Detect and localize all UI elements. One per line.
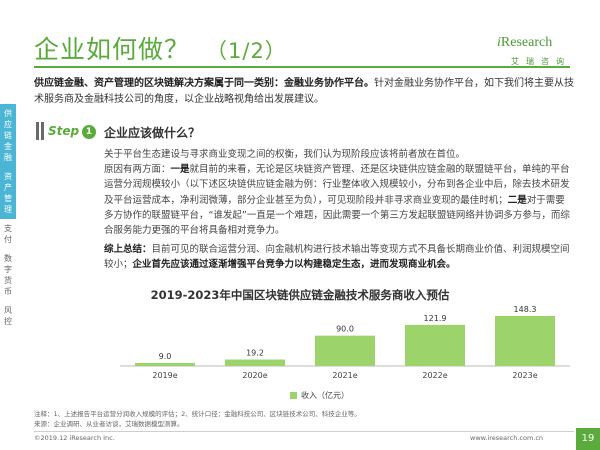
sidebar-tab-asset-management[interactable]: 资产管理 <box>0 167 16 219</box>
step-number: 1 <box>82 125 96 139</box>
sidebar-tab-risk-control[interactable]: 风控 <box>4 306 12 326</box>
sidebar-tab-digital-currency[interactable]: 数字货币 <box>4 254 12 296</box>
footer-divider <box>34 431 574 432</box>
step-heading: 企业应该做什么？ <box>104 126 201 140</box>
page-title: 企业如何做？ （1/2） <box>34 35 287 64</box>
step-label: Step <box>48 124 80 138</box>
page-number: 19 <box>576 428 600 450</box>
logo-subtitle: 艾瑞咨询 <box>511 57 571 66</box>
x-tick-2023e: 2023e <box>512 371 537 380</box>
legend-swatch <box>290 392 297 399</box>
data-label-2021e: 90.0 <box>336 325 354 334</box>
iresearch-logo: iResearch 艾瑞咨询 <box>497 36 577 68</box>
chart-legend: 收入（亿元） <box>290 390 349 401</box>
page-title-number: （1/2） <box>206 39 287 63</box>
x-tick-2019e: 2019e <box>152 371 177 380</box>
logo-wordmark: iResearch <box>497 35 553 50</box>
data-label-2019e: 9.0 <box>159 352 172 361</box>
bar-2019e <box>135 362 195 366</box>
summary-paragraph: 综上总结：目前可见的联合运营分润、向金融机构进行技术输出等变现方式不具备长期商业… <box>104 244 570 271</box>
footnote: 注释：1、上述报告平台运营分润收入规模的评估；2、统计口径：金融科技公司、区块链… <box>34 409 574 429</box>
bar-2020e <box>225 359 285 366</box>
title-divider <box>34 66 570 68</box>
x-tick-2022e: 2022e <box>422 371 447 380</box>
data-label-2020e: 19.2 <box>246 349 264 358</box>
sidebar: 供应链金融 资产管理 支付 数字货币 风控 <box>0 104 16 331</box>
footnote-note: 注释：1、上述报告平台运营分润收入规模的评估；2、统计口径：金融科技公司、区块链… <box>34 410 361 418</box>
lead-bold: 供应链金融、资产管理的区块链解决方案属于同一类别：金融业务协作平台。 <box>34 78 374 89</box>
data-label-2022e: 121.9 <box>424 314 447 323</box>
sidebar-tab-supply-chain-finance[interactable]: 供应链金融 <box>0 104 16 167</box>
bar-2021e <box>315 335 375 366</box>
bar-2023e <box>495 316 555 366</box>
x-tick-2020e: 2020e <box>242 371 267 380</box>
website-link[interactable]: www.iresearch.com.cn <box>470 434 544 442</box>
sidebar-tab-payment[interactable]: 支付 <box>4 224 12 244</box>
body-text: 关于平台生态建设与寻求商业变现之间的权衡，我们认为现阶段应该将前者放在首位。 原… <box>104 147 574 238</box>
step-marker: Step <box>36 122 80 142</box>
x-tick-2021e: 2021e <box>332 371 357 380</box>
body-paragraph-1: 关于平台生态建设与寻求商业变现之间的权衡，我们认为现阶段应该将前者放在首位。 <box>104 149 466 160</box>
step-bar-icon <box>36 122 39 140</box>
data-label-2023e: 148.3 <box>514 305 537 314</box>
copyright: ©2019.12 iResearch Inc. <box>34 434 115 442</box>
lead-paragraph: 供应链金融、资产管理的区块链解决方案属于同一类别：金融业务协作平台。针对金融业务… <box>34 76 574 108</box>
legend-label: 收入（亿元） <box>301 391 349 400</box>
footnote-source: 来源：企业调研、从业者访谈，艾瑞数据模型测算。 <box>34 420 184 428</box>
body-paragraph-2: 原因有两方面：一是就目前的来看，无论是区块链资产管理、还是区块链供应链金融的联盟… <box>104 164 570 237</box>
step-bar-icon <box>41 122 44 140</box>
revenue-bar-chart: 9.0 2019e 19.2 2020e 90.0 2021e 121.9 2022e 148.… <box>120 305 570 380</box>
chart-title: 2019-2023年中国区块链供应链金融技术服务商收入预估 <box>150 288 450 302</box>
lead-text: 针对金融业务协作平台，如下我们将主要从技术服务商及金融科技公司的角度，以企业战略… <box>34 78 574 105</box>
bar-2022e <box>405 324 465 366</box>
